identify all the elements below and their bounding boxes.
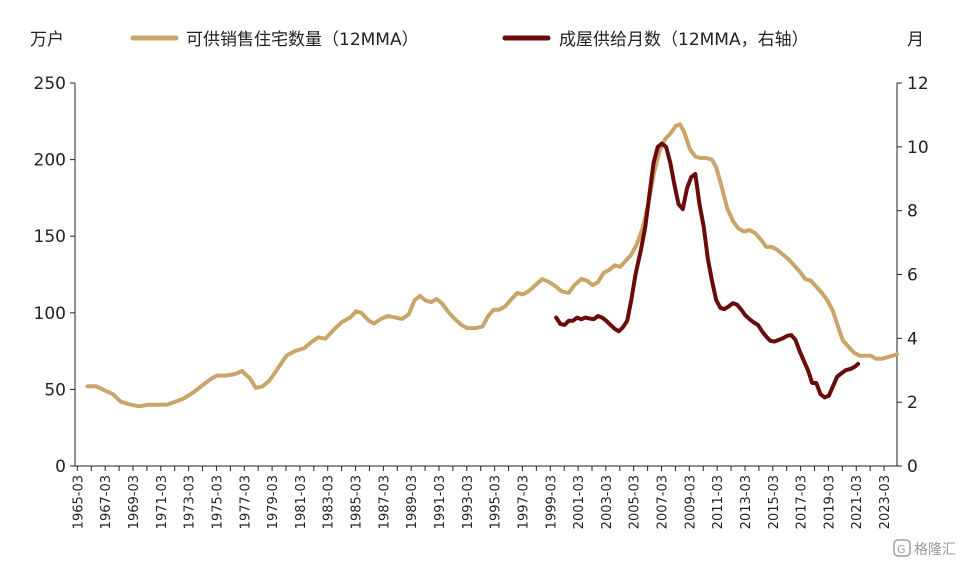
x-tick-label: 1997-03 <box>516 475 531 529</box>
x-tick-label: 1979-03 <box>266 475 281 529</box>
left-y-tick-label: 100 <box>34 304 66 324</box>
series-line-2 <box>554 141 861 400</box>
left-y-tick-label: 0 <box>55 457 66 477</box>
x-tick-label: 1983-03 <box>322 475 337 529</box>
x-tick-label: 1971-03 <box>155 475 170 529</box>
watermark-text: 格隆汇 <box>914 542 956 558</box>
left-y-tick-label: 250 <box>34 74 66 94</box>
left-y-tick-label: 150 <box>34 227 66 247</box>
legend: 可供销售住宅数量（12MMA） 成屋供给月数（12MMA，右轴） <box>130 30 809 50</box>
x-tick-label: 2003-03 <box>600 475 615 529</box>
watermark-logo-icon <box>893 539 911 557</box>
right-y-tick-label: 12 <box>907 74 929 94</box>
x-tick-label: 1975-03 <box>210 475 225 529</box>
x-tick-label: 1995-03 <box>489 475 504 529</box>
x-tick-label: 1989-03 <box>405 475 420 529</box>
x-tick-label: 2015-03 <box>767 475 782 529</box>
left-y-tick-label: 50 <box>44 380 66 400</box>
x-tick-label: 2019-03 <box>822 475 837 529</box>
right-y-tick-label: 6 <box>907 266 918 286</box>
x-tick-label: 1977-03 <box>238 475 253 529</box>
series-layer <box>85 122 899 409</box>
right-y-tick-label: 4 <box>907 329 918 349</box>
series-line-1 <box>85 122 899 409</box>
x-ticks: 1965-03 1967-03 1969-03 1971-03 1973-03 1975-… <box>71 466 893 529</box>
right-y-tick-label: 8 <box>907 202 918 222</box>
x-tick-label: 2005-03 <box>628 475 643 529</box>
right-y-ticks: 0 2 4 6 8 10 12 <box>897 74 929 477</box>
x-tick-label: 2009-03 <box>683 475 698 529</box>
watermark-logo-letter: G <box>897 543 906 556</box>
x-tick-label: 1993-03 <box>461 475 476 529</box>
x-tick-label: 1967-03 <box>99 475 114 529</box>
legend-label-series-2: 成屋供给月数（12MMA，右轴） <box>559 30 809 50</box>
x-tick-label: 1969-03 <box>127 475 142 529</box>
legend-label-series-1: 可供销售住宅数量（12MMA） <box>186 30 419 50</box>
right-axis-unit: 月 <box>907 30 924 50</box>
x-tick-label: 1999-03 <box>544 475 559 529</box>
right-y-tick-label: 0 <box>907 457 918 477</box>
watermark: G 格隆汇 <box>893 539 956 558</box>
left-axis-unit: 万户 <box>30 30 64 50</box>
x-tick-label: 2011-03 <box>711 475 726 529</box>
x-tick-label: 2007-03 <box>656 475 671 529</box>
x-tick-label: 1985-03 <box>350 475 365 529</box>
x-tick-label: 1981-03 <box>294 475 309 529</box>
x-tick-label: 1991-03 <box>433 475 448 529</box>
x-tick-label: 2013-03 <box>739 475 754 529</box>
x-tick-label: 2023-03 <box>878 475 893 529</box>
x-tick-label: 2001-03 <box>572 475 587 529</box>
x-tick-label: 2017-03 <box>795 475 810 529</box>
x-tick-label: 1973-03 <box>183 475 198 529</box>
right-y-tick-label: 2 <box>907 393 918 413</box>
left-y-tick-label: 200 <box>34 151 66 171</box>
right-y-tick-label: 10 <box>907 138 929 158</box>
left-y-ticks: 0 50 100 150 200 250 <box>34 74 75 477</box>
x-tick-label: 2021-03 <box>850 475 865 529</box>
x-tick-label: 1987-03 <box>377 475 392 529</box>
x-tick-label: 1965-03 <box>71 475 86 529</box>
